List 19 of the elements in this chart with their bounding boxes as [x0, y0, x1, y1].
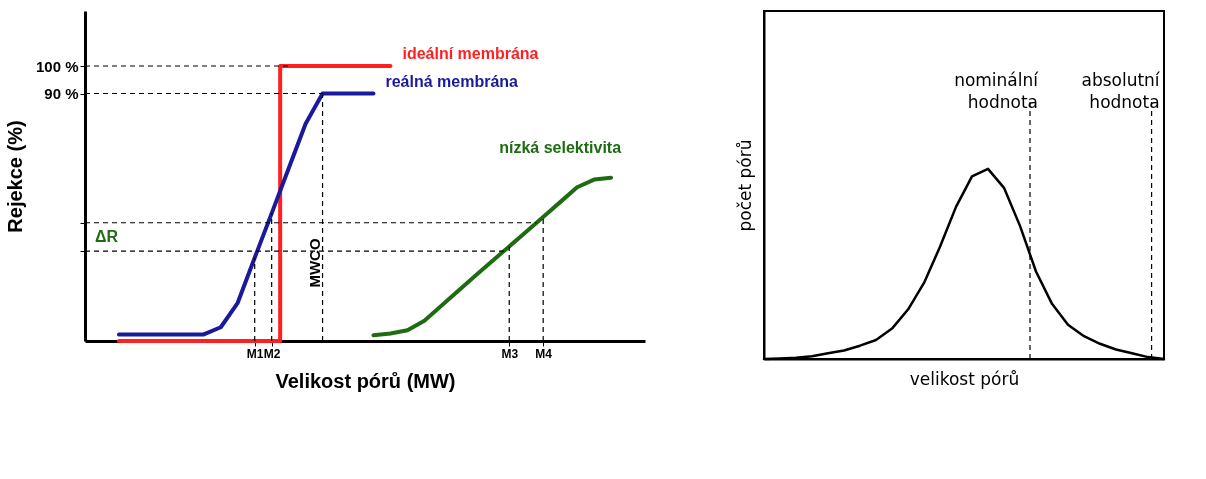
x-tick-label: M4	[535, 346, 553, 361]
x-axis-title: Velikost pórů (MW)	[275, 369, 456, 392]
x-axis-title: velikost pórů	[909, 368, 1020, 389]
line-series	[116, 91, 376, 337]
series-label: nízká selektivita	[499, 138, 622, 156]
y-axis-title: počet pórů	[734, 139, 755, 232]
annotation: ΔR	[95, 227, 119, 245]
x-tick-label: M3	[501, 346, 519, 361]
text: nominální hodnota	[954, 70, 1040, 112]
y-axis-title: Rejekce (%)	[3, 120, 26, 233]
text: absolutní hodnota	[1081, 70, 1161, 112]
y-tick-label: 90 %	[44, 85, 79, 102]
series-label: reálná membrána	[385, 72, 519, 90]
x-tick-label: M2	[263, 346, 281, 361]
y-tick-label: 100 %	[35, 57, 79, 75]
annotation: MWCO	[305, 238, 323, 288]
series-label: ideální membrána	[402, 45, 539, 62]
x-tick-label: M1	[246, 346, 264, 361]
line-series	[371, 175, 614, 338]
